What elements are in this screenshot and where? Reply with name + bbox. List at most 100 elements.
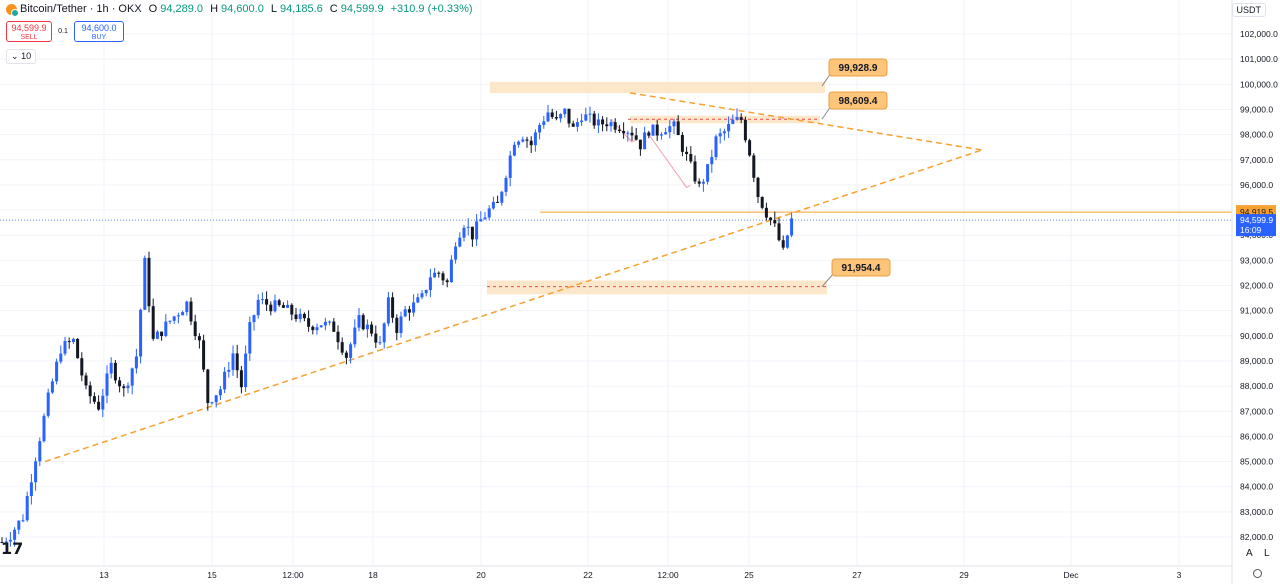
y-tick-label: 89,000.0	[1240, 356, 1273, 366]
candle-body	[609, 122, 613, 127]
candle-body	[164, 321, 168, 337]
candle-body	[769, 217, 773, 220]
candle-body	[277, 300, 281, 306]
candle-body	[424, 289, 428, 294]
candle-body	[84, 375, 88, 386]
candle-body	[130, 368, 134, 386]
chevron-down-icon: ⌄	[11, 51, 19, 61]
buy-button[interactable]: 94,600.0 BUY	[74, 21, 124, 42]
projection-arrowhead	[683, 183, 691, 189]
candle-body	[25, 496, 29, 521]
candle-body	[748, 140, 752, 156]
candle-body	[685, 151, 689, 154]
candle-body	[336, 331, 340, 343]
candle-body	[147, 257, 151, 307]
x-tick-label: 22	[583, 570, 593, 580]
low-value: 94,185.6	[279, 3, 323, 15]
y-tick-label: 100,000.0	[1240, 79, 1278, 89]
candle-body	[643, 132, 647, 150]
label-98609-box	[828, 91, 888, 110]
candle-body	[525, 139, 529, 141]
candle-body	[718, 133, 722, 137]
candle-body	[176, 315, 180, 317]
candle-body	[500, 191, 504, 203]
candle-body	[357, 315, 361, 328]
candle-body	[412, 302, 416, 313]
candle-body	[605, 124, 609, 127]
annotation-zones	[0, 81, 1232, 295]
candle-body	[122, 386, 126, 389]
candle-body	[105, 373, 109, 396]
candle-body	[722, 131, 726, 134]
sell-label: SELL	[20, 34, 38, 41]
candle-body	[311, 326, 315, 331]
y-tick-label: 82,000.0	[1240, 532, 1273, 542]
trade-panel: 94,599.9 SELL 0.1 94,600.0 BUY	[6, 21, 124, 42]
close-label: C	[329, 3, 338, 15]
candle-body	[4, 541, 8, 543]
y-tick-label: 91,000.0	[1240, 306, 1273, 316]
symbol-title[interactable]: Bitcoin/Tether · 1h · OKX	[20, 3, 142, 15]
label-91954-box	[831, 258, 891, 277]
close-value: 94,599.9	[340, 3, 384, 15]
candle-body	[785, 235, 789, 248]
candle-body	[571, 123, 575, 127]
currency-selector[interactable]: USDT	[1231, 3, 1266, 17]
candle-body	[206, 369, 210, 403]
candle-body	[202, 340, 206, 370]
x-tick-label: 12:00	[282, 570, 304, 580]
y-tick-label: 90,000.0	[1240, 331, 1273, 341]
candle-body	[273, 300, 277, 312]
candle-body	[353, 327, 357, 345]
y-tick-label: 101,000.0	[1240, 54, 1278, 64]
low-label: L	[270, 3, 277, 15]
candle-body	[731, 119, 735, 124]
candle-body	[739, 117, 743, 120]
sell-button[interactable]: 94,599.9 SELL	[6, 21, 52, 42]
ascending-trendline	[44, 149, 983, 463]
change-value: +310.9 (+0.33%)	[390, 3, 473, 15]
candle-body	[538, 124, 542, 133]
candle-body	[676, 121, 680, 136]
candle-body	[181, 312, 185, 316]
candle-body	[672, 121, 676, 127]
candle-body	[139, 309, 143, 357]
candle-body	[613, 122, 617, 130]
current-price-text: 94,599.9	[1240, 215, 1273, 225]
candle-body	[38, 441, 42, 462]
label-99928-box	[828, 58, 888, 77]
x-tick-label: 13	[99, 570, 109, 580]
high-label: H	[210, 3, 219, 15]
x-tick-label: 20	[476, 570, 486, 580]
candle-body	[735, 117, 739, 120]
candle-body	[420, 293, 424, 298]
candle-body	[80, 358, 84, 376]
marker-price-text: 94,919.5	[1240, 207, 1273, 217]
candle-body	[546, 112, 550, 122]
candle-body	[777, 223, 781, 241]
sell-price: 94,599.9	[11, 23, 47, 33]
candle-body	[449, 259, 453, 283]
candle-body	[487, 208, 491, 218]
candle-body	[344, 352, 348, 358]
candle-body	[563, 108, 567, 115]
x-tick-label: 18	[368, 570, 378, 580]
y-tick-label: 86,000.0	[1240, 431, 1273, 441]
time-axis: 13 15 12:00 18 20 22 12:00 25 27 29 Dec 3	[0, 565, 1232, 580]
candle-body	[391, 297, 395, 318]
projection-arrow	[648, 134, 688, 188]
indicators-toggle-button[interactable]: ⌄ 10	[6, 49, 37, 64]
gear-icon[interactable]	[1253, 569, 1262, 578]
candle-body	[428, 277, 432, 290]
candle-body	[567, 108, 571, 124]
candle-body	[42, 415, 46, 442]
candle-body	[479, 219, 483, 222]
candle-body	[760, 196, 764, 208]
log-scale-button[interactable]: L	[1264, 548, 1270, 559]
candle-body	[370, 324, 374, 334]
candle-body	[517, 141, 521, 145]
auto-scale-button[interactable]: A	[1246, 548, 1253, 559]
candle-body	[76, 338, 80, 359]
y-tick-label: 97,000.0	[1240, 155, 1273, 165]
